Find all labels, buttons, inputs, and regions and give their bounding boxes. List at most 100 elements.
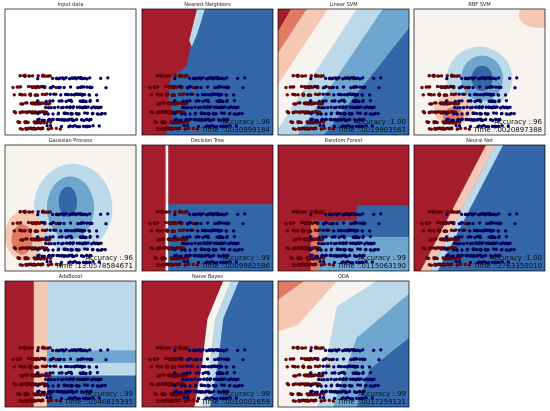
decision-surface (142, 145, 273, 271)
point-class-1 (36, 111, 40, 116)
point-class-1 (232, 234, 237, 239)
point-class-1 (222, 221, 226, 225)
point-class-1 (225, 348, 229, 352)
point-class-1 (88, 348, 92, 352)
point-class-1 (369, 384, 373, 388)
point-class-0 (163, 356, 168, 361)
point-class-1 (513, 86, 517, 90)
point-class-1 (316, 384, 320, 388)
point-class-1 (56, 111, 61, 115)
point-class-1 (79, 118, 84, 122)
point-class-1 (69, 93, 74, 97)
point-class-0 (432, 209, 436, 213)
point-class-1 (329, 111, 334, 115)
point-class-1 (241, 222, 245, 226)
point-class-0 (183, 238, 187, 242)
point-class-1 (196, 396, 201, 401)
point-class-1 (487, 221, 492, 225)
point-class-1 (208, 76, 212, 80)
point-class-1 (358, 85, 362, 89)
point-class-0 (20, 263, 25, 267)
point-class-1 (91, 111, 95, 116)
point-class-1 (358, 221, 362, 225)
point-class-1 (78, 357, 83, 361)
point-class-0 (303, 221, 308, 226)
point-class-1 (104, 222, 108, 226)
point-class-1 (338, 105, 342, 109)
point-class-1 (309, 247, 313, 252)
subplot-title: Naive Bayes (192, 274, 223, 280)
point-class-0 (312, 101, 317, 105)
point-class-0 (30, 346, 35, 350)
point-class-1 (84, 389, 89, 394)
point-class-1 (234, 124, 238, 128)
point-class-0 (31, 127, 35, 131)
point-class-1 (206, 365, 211, 369)
point-class-1 (205, 117, 209, 121)
point-class-1 (317, 99, 321, 104)
point-class-1 (445, 254, 449, 258)
point-class-1 (330, 371, 334, 375)
point-class-1 (43, 384, 47, 388)
point-class-0 (454, 228, 458, 232)
point-class-1 (321, 222, 325, 226)
point-class-1 (515, 212, 519, 216)
point-class-1 (185, 92, 189, 96)
decision-surface (5, 145, 136, 271)
point-class-1 (56, 241, 60, 245)
point-class-1 (88, 371, 92, 376)
point-class-0 (33, 238, 37, 242)
point-class-1 (63, 364, 68, 369)
point-class-1 (225, 357, 229, 361)
point-class-0 (155, 246, 159, 251)
point-class-1 (352, 118, 357, 122)
point-class-1 (87, 365, 91, 369)
point-class-0 (439, 110, 443, 114)
point-class-0 (454, 92, 458, 96)
point-class-0 (162, 120, 167, 124)
point-class-1 (370, 124, 374, 128)
point-class-0 (422, 246, 426, 250)
point-class-0 (165, 92, 169, 96)
data-points (420, 73, 519, 131)
point-class-1 (194, 371, 198, 375)
point-class-1 (220, 105, 224, 109)
point-class-0 (322, 120, 326, 124)
point-class-1 (221, 117, 226, 122)
point-class-1 (216, 390, 221, 394)
point-class-0 (171, 358, 176, 362)
point-class-0 (30, 357, 35, 362)
point-class-0 (429, 229, 434, 233)
point-class-1 (205, 389, 209, 393)
point-class-1 (94, 93, 99, 97)
point-class-1 (61, 105, 65, 110)
point-class-1 (225, 212, 229, 216)
point-class-1 (204, 397, 208, 401)
point-class-1 (236, 384, 240, 388)
point-class-1 (459, 253, 463, 258)
point-class-1 (60, 371, 64, 375)
point-class-0 (318, 74, 323, 78)
point-class-0 (298, 392, 303, 396)
point-class-0 (36, 346, 40, 350)
point-class-1 (471, 85, 475, 90)
point-class-1 (177, 390, 182, 395)
point-class-1 (218, 99, 222, 104)
point-class-1 (183, 106, 188, 110)
point-class-0 (155, 382, 159, 387)
point-class-0 (28, 228, 32, 232)
point-class-1 (59, 260, 64, 265)
point-class-0 (433, 101, 437, 105)
point-class-1 (199, 357, 203, 362)
point-class-0 (292, 238, 296, 242)
point-class-0 (27, 126, 32, 131)
point-class-1 (48, 358, 52, 362)
point-class-1 (223, 124, 227, 129)
point-class-1 (333, 99, 337, 103)
point-class-1 (69, 235, 74, 240)
point-class-1 (470, 241, 474, 246)
point-class-1 (368, 241, 372, 245)
point-class-0 (150, 246, 154, 250)
point-class-1 (318, 123, 322, 128)
